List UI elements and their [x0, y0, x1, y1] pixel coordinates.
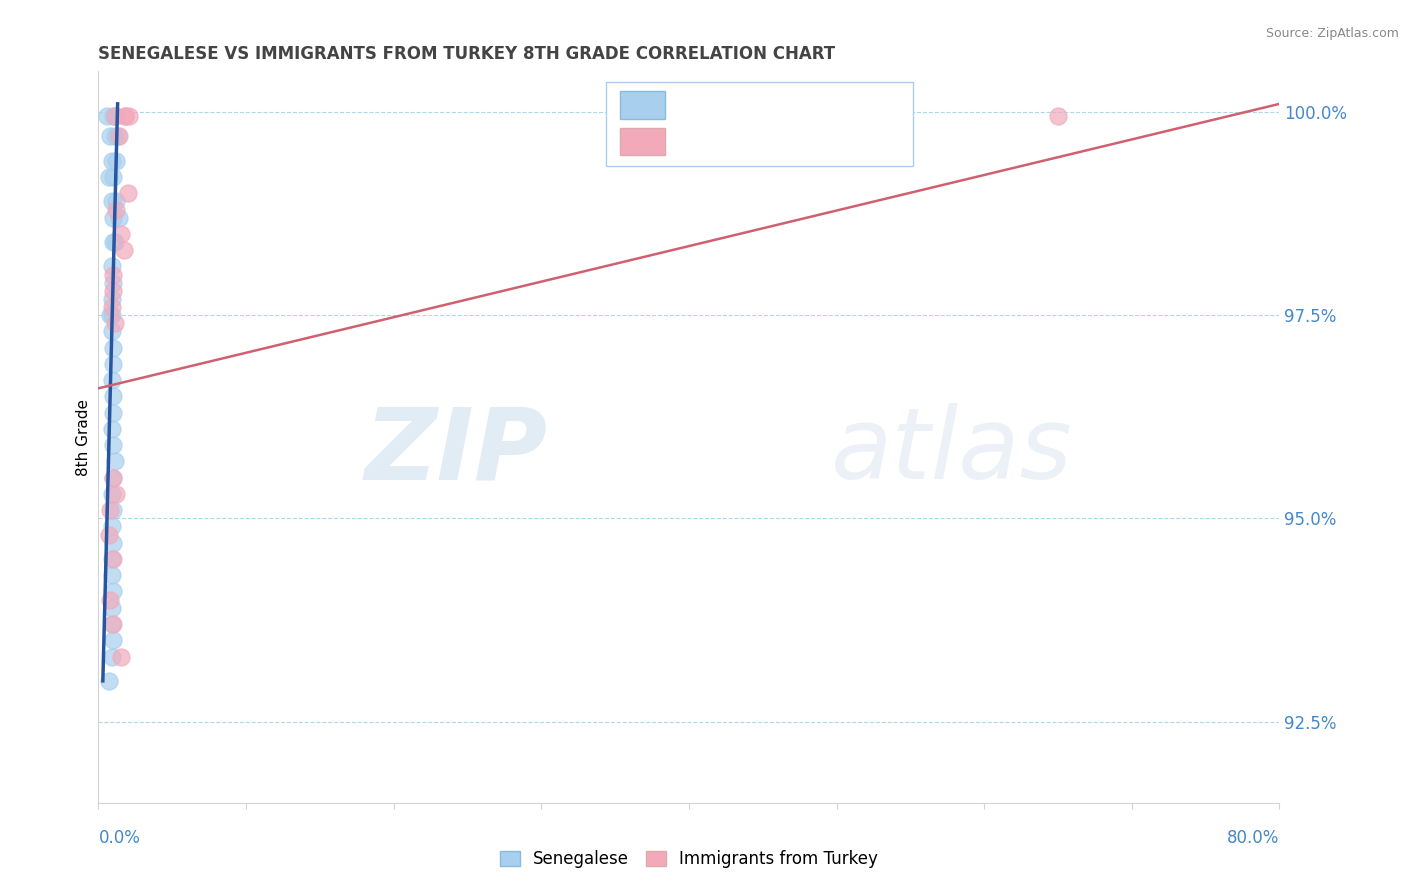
Point — [103, 584, 125, 599]
Point — [103, 389, 125, 403]
Text: atlas: atlas — [831, 403, 1073, 500]
Point — [103, 169, 125, 184]
Point — [103, 268, 125, 282]
Point — [98, 129, 121, 144]
Point — [114, 109, 136, 123]
Point — [103, 535, 125, 549]
Point — [112, 243, 135, 257]
Point — [105, 487, 128, 501]
Point — [105, 194, 128, 209]
Point — [100, 153, 122, 168]
Point — [100, 325, 122, 339]
Point — [108, 129, 131, 144]
Point — [98, 503, 121, 517]
Point — [100, 519, 122, 533]
Point — [104, 235, 127, 249]
Point — [104, 109, 127, 123]
Point — [104, 109, 127, 123]
Text: 0.0%: 0.0% — [98, 829, 141, 847]
Point — [103, 617, 125, 632]
Point — [103, 633, 125, 648]
Point — [108, 211, 131, 225]
Point — [100, 487, 122, 501]
Text: N = 54: N = 54 — [813, 96, 876, 114]
Point — [103, 211, 125, 225]
Point — [100, 568, 122, 582]
Y-axis label: 8th Grade: 8th Grade — [76, 399, 91, 475]
Point — [100, 617, 122, 632]
Point — [100, 649, 122, 664]
Point — [1046, 109, 1069, 123]
Point — [103, 341, 125, 355]
Point — [104, 454, 127, 468]
Point — [98, 308, 121, 322]
Point — [97, 673, 120, 688]
Point — [110, 649, 132, 664]
Point — [100, 308, 122, 322]
Point — [97, 169, 120, 184]
Text: R = 0.335: R = 0.335 — [683, 133, 766, 151]
Point — [103, 438, 125, 452]
FancyBboxPatch shape — [620, 91, 665, 119]
Text: SENEGALESE VS IMMIGRANTS FROM TURKEY 8TH GRADE CORRELATION CHART: SENEGALESE VS IMMIGRANTS FROM TURKEY 8TH… — [98, 45, 835, 62]
Point — [103, 471, 125, 485]
FancyBboxPatch shape — [606, 82, 914, 167]
Text: N = 22: N = 22 — [813, 133, 876, 151]
Text: ZIP: ZIP — [364, 403, 547, 500]
Text: 80.0%: 80.0% — [1227, 829, 1279, 847]
Point — [100, 260, 122, 274]
Point — [103, 471, 125, 485]
Point — [104, 129, 127, 144]
Point — [100, 194, 122, 209]
Text: Source: ZipAtlas.com: Source: ZipAtlas.com — [1265, 27, 1399, 40]
Point — [103, 406, 125, 420]
Point — [105, 153, 128, 168]
Point — [96, 109, 118, 123]
Point — [117, 186, 139, 201]
Point — [98, 592, 121, 607]
Point — [97, 527, 120, 541]
Point — [100, 552, 122, 566]
Point — [100, 422, 122, 436]
Point — [118, 109, 141, 123]
Point — [110, 227, 132, 241]
Point — [103, 284, 125, 298]
Point — [100, 292, 122, 306]
Point — [100, 373, 122, 387]
Point — [104, 316, 127, 330]
Point — [114, 109, 136, 123]
Point — [100, 300, 122, 314]
Point — [100, 600, 122, 615]
Point — [103, 552, 125, 566]
Text: R = 0.520: R = 0.520 — [683, 96, 766, 114]
Point — [103, 503, 125, 517]
Legend: Senegalese, Immigrants from Turkey: Senegalese, Immigrants from Turkey — [494, 844, 884, 875]
FancyBboxPatch shape — [620, 128, 665, 155]
Point — [103, 235, 125, 249]
Point — [103, 357, 125, 371]
Point — [105, 202, 128, 217]
Point — [103, 109, 125, 123]
Point — [103, 276, 125, 290]
Point — [107, 129, 129, 144]
